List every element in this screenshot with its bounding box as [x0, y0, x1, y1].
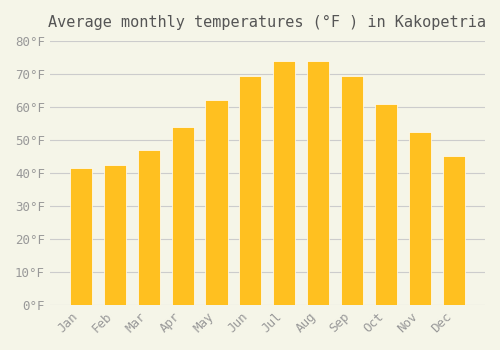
Bar [104, 165, 126, 305]
Bar [443, 156, 465, 305]
Bar [240, 76, 262, 305]
Bar [274, 61, 295, 305]
Bar [342, 76, 363, 305]
Title: Average monthly temperatures (°F ) in Kakopetria: Average monthly temperatures (°F ) in Ka… [48, 15, 486, 30]
Bar [138, 150, 160, 305]
Bar [206, 100, 228, 305]
Bar [308, 61, 330, 305]
Bar [409, 132, 432, 305]
Bar [375, 104, 398, 305]
Bar [172, 127, 194, 305]
Bar [70, 168, 92, 305]
